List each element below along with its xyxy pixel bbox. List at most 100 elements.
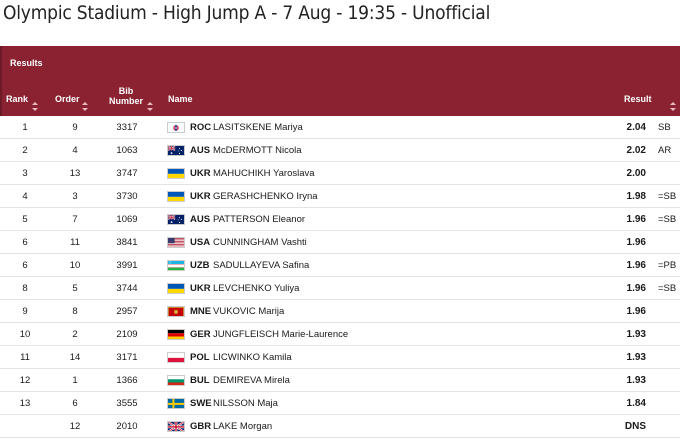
noc-code: UZB bbox=[190, 260, 210, 271]
rank-cell: 9 bbox=[22, 306, 28, 317]
record-badge: AR bbox=[658, 145, 672, 156]
bib-cell: 3171 bbox=[116, 352, 138, 363]
swe-flag-icon bbox=[167, 398, 185, 409]
usa-flag-icon bbox=[167, 237, 185, 248]
table-row[interactable]: 12 1 1366 BUL DEMIREVA Mirela 1.93 bbox=[0, 369, 680, 392]
bib-cell: 3991 bbox=[116, 260, 138, 271]
noc-code: AUS bbox=[190, 145, 211, 156]
result-cell: DNS bbox=[624, 421, 646, 432]
bib-column-header[interactable]: Bib Number bbox=[108, 86, 143, 106]
rank-cell: 3 bbox=[22, 168, 28, 179]
athlete-name[interactable]: PATTERSON Eleanor bbox=[213, 214, 306, 225]
sort-rank-icon[interactable] bbox=[32, 102, 38, 111]
athlete-name[interactable]: LASITSKENE Mariya bbox=[213, 122, 303, 133]
record-badge: SB bbox=[658, 122, 671, 133]
results-table: Results Rank Order Bib Number Name Resul… bbox=[0, 46, 680, 438]
noc-code: AUS bbox=[190, 214, 211, 225]
result-cell: 2.04 bbox=[626, 122, 646, 133]
order-cell: 11 bbox=[70, 237, 80, 248]
table-row[interactable]: 10 2 2109 GER JUNGFLEISCH Marie-Laurence 1.93 bbox=[0, 323, 680, 346]
table-row[interactable]: 2 4 1063 AUS McDERMOTT Nicola 2.02 AR bbox=[0, 139, 680, 162]
rank-cell: 1 bbox=[22, 122, 28, 133]
athlete-name[interactable]: GERASHCHENKO Iryna bbox=[213, 191, 318, 202]
result-cell: 1.93 bbox=[626, 375, 646, 386]
athlete-name[interactable]: LAKE Morgan bbox=[213, 421, 273, 432]
table-row[interactable]: 12 2010 GBR LAKE Morgan DNS bbox=[0, 415, 680, 438]
rank-cell: 2 bbox=[22, 145, 28, 156]
record-badge: =SB bbox=[658, 191, 677, 202]
rank-column-header[interactable]: Rank bbox=[6, 94, 29, 104]
noc-code: GBR bbox=[190, 421, 212, 432]
rank-cell: 4 bbox=[22, 191, 28, 202]
athlete-name[interactable]: SADULLAYEVA Safina bbox=[213, 260, 310, 271]
noc-code: UKR bbox=[190, 283, 211, 294]
athlete-name[interactable]: McDERMOTT Nicola bbox=[213, 145, 302, 156]
order-cell: 2 bbox=[72, 329, 78, 340]
bib-cell: 3744 bbox=[116, 283, 138, 294]
athlete-name[interactable]: JUNGFLEISCH Marie-Laurence bbox=[213, 329, 349, 340]
table-row[interactable]: 13 6 3555 SWE NILSSON Maja 1.84 bbox=[0, 392, 680, 415]
aus-flag-icon bbox=[167, 145, 185, 156]
order-cell: 6 bbox=[72, 398, 78, 409]
athlete-name[interactable]: DEMIREVA Mirela bbox=[213, 375, 290, 386]
table-row[interactable]: 5 7 1069 AUS PATTERSON Eleanor 1.96 =SB bbox=[0, 208, 680, 231]
record-badge: =SB bbox=[658, 214, 677, 225]
page-title: Olympic Stadium - High Jump A - 7 Aug - … bbox=[3, 2, 491, 24]
record-badge: =PB bbox=[658, 260, 677, 271]
table-row[interactable]: 6 10 3991 UZB SADULLAYEVA Safina 1.96 =PB bbox=[0, 254, 680, 277]
athlete-name[interactable]: VUKOVIC Marija bbox=[213, 306, 285, 317]
result-cell: 1.96 bbox=[626, 306, 646, 317]
noc-code: MNE bbox=[190, 306, 212, 317]
table-row[interactable]: 9 8 2957 MNE VUKOVIC Marija 1.96 bbox=[0, 300, 680, 323]
table-row[interactable]: 6 11 3841 USA CUNNINGHAM Vashti 1.96 bbox=[0, 231, 680, 254]
result-cell: 1.96 bbox=[626, 237, 646, 248]
noc-code: ROC bbox=[190, 122, 212, 133]
athlete-name[interactable]: LICWINKO Kamila bbox=[213, 352, 292, 363]
noc-code: UKR bbox=[190, 191, 211, 202]
result-cell: 1.96 bbox=[626, 260, 646, 271]
ger-flag-icon bbox=[167, 329, 185, 340]
ukr-flag-icon bbox=[167, 191, 185, 202]
order-cell: 9 bbox=[72, 122, 78, 133]
order-cell: 14 bbox=[69, 352, 81, 363]
table-row[interactable]: 4 3 3730 UKR GERASHCHENKO Iryna 1.98 =SB bbox=[0, 185, 680, 208]
athlete-name[interactable]: MAHUCHIKH Yaroslava bbox=[213, 168, 315, 179]
result-cell: 2.00 bbox=[626, 168, 646, 179]
result-cell: 1.93 bbox=[626, 329, 646, 340]
athlete-name[interactable]: CUNNINGHAM Vashti bbox=[213, 237, 307, 248]
order-cell: 3 bbox=[72, 191, 78, 202]
rank-cell: 11 bbox=[20, 352, 30, 363]
bib-cell: 2957 bbox=[116, 306, 138, 317]
bib-cell: 3841 bbox=[116, 237, 138, 248]
sort-result-icon[interactable] bbox=[670, 102, 676, 111]
rank-cell: 12 bbox=[19, 375, 31, 386]
order-cell: 10 bbox=[69, 260, 81, 271]
table-row[interactable]: 1 9 3317 ROC LASITSKENE Mariya 2.04 SB bbox=[0, 116, 680, 139]
table-row[interactable]: 8 5 3744 UKR LEVCHENKO Yuliya 1.96 =SB bbox=[0, 277, 680, 300]
bib-cell: 1366 bbox=[116, 375, 138, 386]
result-cell: 2.02 bbox=[626, 145, 646, 156]
order-column-header[interactable]: Order bbox=[55, 94, 80, 104]
result-column-header: Result bbox=[624, 94, 652, 104]
sort-bib-icon[interactable] bbox=[147, 102, 153, 111]
bib-cell: 2010 bbox=[116, 421, 138, 432]
rank-cell: 10 bbox=[19, 329, 31, 340]
ukr-flag-icon bbox=[167, 168, 185, 179]
bib-cell: 3317 bbox=[116, 122, 138, 133]
mne-flag-icon bbox=[167, 306, 185, 317]
table-row[interactable]: 3 13 3747 UKR MAHUCHIKH Yaroslava 2.00 bbox=[0, 162, 680, 185]
athlete-name[interactable]: NILSSON Maja bbox=[213, 398, 278, 409]
result-cell: 1.84 bbox=[626, 398, 646, 409]
rank-cell: 8 bbox=[22, 283, 28, 294]
noc-code: BUL bbox=[190, 375, 210, 386]
table-row[interactable]: 11 14 3171 POL LICWINKO Kamila 1.93 bbox=[0, 346, 680, 369]
sort-order-icon[interactable] bbox=[82, 102, 88, 111]
athlete-name[interactable]: LEVCHENKO Yuliya bbox=[213, 283, 300, 294]
gbr-flag-icon bbox=[167, 421, 185, 432]
noc-code: USA bbox=[190, 237, 211, 248]
noc-code: UKR bbox=[190, 168, 211, 179]
bul-flag-icon bbox=[167, 375, 185, 386]
rank-cell: 6 bbox=[22, 260, 28, 271]
rank-cell: 5 bbox=[22, 214, 28, 225]
noc-code: SWE bbox=[190, 398, 212, 409]
